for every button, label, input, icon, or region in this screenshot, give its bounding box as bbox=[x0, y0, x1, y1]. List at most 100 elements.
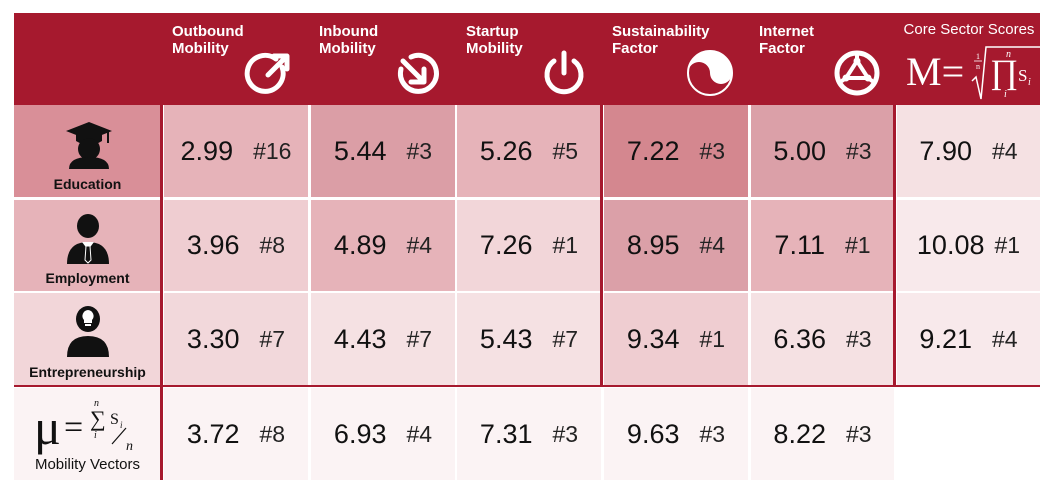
rowlabel-bg-mobility-vectors: μ = n ∑ i S i n Mobility Vectors bbox=[14, 388, 161, 480]
table-cell: 7.31 #3 bbox=[457, 388, 601, 480]
grid-line-vertical bbox=[600, 105, 603, 385]
cell-rank: #1 bbox=[552, 232, 579, 258]
cell-rank: #3 bbox=[845, 325, 872, 352]
table-cell: 9.21 #4 bbox=[897, 293, 1040, 385]
svg-text:1: 1 bbox=[976, 52, 980, 61]
cell-rank: #8 bbox=[259, 420, 286, 447]
cell-value: 7.22 bbox=[626, 135, 680, 166]
cell-rank: #16 bbox=[253, 137, 292, 164]
cell-rank: #3 bbox=[845, 420, 872, 447]
table-cell: 2.99 #16 bbox=[164, 105, 308, 197]
cell-value: 6.36 bbox=[773, 323, 826, 354]
cell-rank: #1 bbox=[844, 232, 871, 258]
entrepreneur-icon bbox=[67, 306, 109, 357]
cell-rank: #4 bbox=[406, 420, 433, 447]
table-cell: 7.22 #3 bbox=[604, 105, 748, 197]
cell-value: 7.26 bbox=[479, 230, 533, 260]
header-core-sector-scores: Core Sector Scores M= 1 n n ∏ i S i bbox=[894, 13, 1040, 105]
table-cell: 4.43 #7 bbox=[311, 293, 455, 385]
cell-value: 8.22 bbox=[773, 418, 826, 449]
cell-value: 9.63 bbox=[626, 418, 680, 449]
cell-rank: #4 bbox=[699, 232, 726, 258]
header-label: Startup Mobility bbox=[466, 23, 523, 57]
header-internet-factor: Internet Factor bbox=[747, 13, 893, 105]
grid-line-vertical bbox=[893, 105, 896, 385]
core-title: Core Sector Scores bbox=[903, 21, 1035, 38]
header-label: Outbound Mobility bbox=[172, 23, 244, 57]
cell-value: 5.26 bbox=[479, 135, 533, 166]
grid-line-vertical bbox=[160, 105, 163, 480]
power-icon bbox=[544, 50, 584, 95]
table-cell: 4.89 #4 bbox=[311, 200, 455, 291]
svg-text:∏: ∏ bbox=[990, 54, 1018, 91]
cell-rank: #3 bbox=[845, 137, 872, 164]
rowlabel-bg-education: Education bbox=[14, 105, 161, 197]
cell-value: 5.43 bbox=[479, 323, 533, 354]
grid-line-horizontal bbox=[14, 385, 1040, 387]
table-cell bbox=[897, 388, 1040, 480]
yin-yang-icon bbox=[687, 50, 733, 96]
table-cell: 3.30 #7 bbox=[164, 293, 308, 385]
cell-rank: #4 bbox=[406, 232, 433, 258]
cell-value: 8.95 bbox=[626, 230, 680, 260]
svg-text:i: i bbox=[94, 430, 97, 441]
cell-rank: #3 bbox=[699, 137, 726, 164]
table-cell: 5.43 #7 bbox=[457, 293, 601, 385]
globe-network-icon bbox=[834, 50, 880, 96]
table-cell: 5.44 #3 bbox=[311, 105, 455, 197]
row-label-education: Education bbox=[53, 176, 122, 192]
table-cell: 7.11 #1 bbox=[751, 200, 894, 291]
rowlabel-bg-entrepreneurship: Entrepreneurship bbox=[14, 293, 161, 385]
outbound-arrow-icon bbox=[244, 52, 290, 94]
table-cell: 5.26 #5 bbox=[457, 105, 601, 197]
employee-icon bbox=[67, 214, 109, 264]
header-label: Sustainability Factor bbox=[612, 23, 710, 57]
cell-rank: #3 bbox=[699, 420, 726, 447]
svg-text:∑: ∑ bbox=[90, 406, 106, 431]
arithmetic-mean-formula: μ = n ∑ i S i n bbox=[34, 398, 133, 455]
cell-value: 3.72 bbox=[186, 418, 240, 449]
rowlabel-bg-employment: Employment bbox=[14, 200, 161, 291]
cell-value: 3.96 bbox=[186, 230, 240, 260]
svg-text:μ: μ bbox=[34, 399, 61, 455]
cell-rank: #4 bbox=[991, 137, 1018, 164]
cell-rank: #1 bbox=[699, 325, 726, 352]
cell-rank: #3 bbox=[406, 137, 433, 164]
cell-value: 6.93 bbox=[333, 418, 387, 449]
cell-rank: #3 bbox=[552, 420, 579, 447]
row-label-employment: Employment bbox=[45, 270, 130, 286]
table-cell: 6.93 #4 bbox=[311, 388, 455, 480]
cell-value: 5.00 bbox=[773, 135, 826, 166]
table-cell: 8.22 #3 bbox=[751, 388, 894, 480]
svg-text:i: i bbox=[1004, 89, 1007, 100]
svg-text:i: i bbox=[1028, 77, 1031, 88]
svg-text:S: S bbox=[110, 411, 119, 428]
cell-rank: #7 bbox=[406, 325, 433, 352]
table-cell: 9.63 #3 bbox=[604, 388, 748, 480]
geometric-mean-formula: M= 1 n n ∏ i S i bbox=[906, 46, 1040, 100]
header-label: Inbound Mobility bbox=[319, 23, 379, 57]
row-label-entrepreneurship: Entrepreneurship bbox=[29, 364, 146, 380]
table-cell: 6.36 #3 bbox=[751, 293, 894, 385]
cell-rank: #4 bbox=[991, 325, 1018, 352]
header-startup-mobility: Startup Mobility bbox=[454, 13, 600, 105]
table-cell: 3.72 #8 bbox=[164, 388, 308, 480]
table-cell: 9.34 #1 bbox=[604, 293, 748, 385]
graduate-icon bbox=[66, 122, 112, 169]
cell-value: 7.11 bbox=[774, 230, 825, 260]
table-cell: 7.90 #4 bbox=[897, 105, 1040, 197]
cell-value: 2.99 bbox=[180, 135, 234, 166]
table-header: Outbound Mobility Inbound Mobility Start… bbox=[14, 13, 1040, 105]
inbound-arrow-icon bbox=[397, 52, 439, 94]
cell-value: 7.90 bbox=[919, 135, 972, 166]
cell-value: 10.08 bbox=[916, 230, 985, 260]
table-cell: 10.08 #1 bbox=[897, 200, 1040, 291]
svg-text:n: n bbox=[94, 398, 99, 409]
cell-rank: #5 bbox=[552, 137, 579, 164]
cell-value: 9.34 bbox=[626, 323, 680, 354]
header-sustainability-factor: Sustainability Factor bbox=[600, 13, 746, 105]
footer-label-mobility-vectors: Mobility Vectors bbox=[34, 456, 141, 473]
cell-value: 5.44 bbox=[333, 135, 387, 166]
svg-text:n: n bbox=[1006, 49, 1011, 60]
